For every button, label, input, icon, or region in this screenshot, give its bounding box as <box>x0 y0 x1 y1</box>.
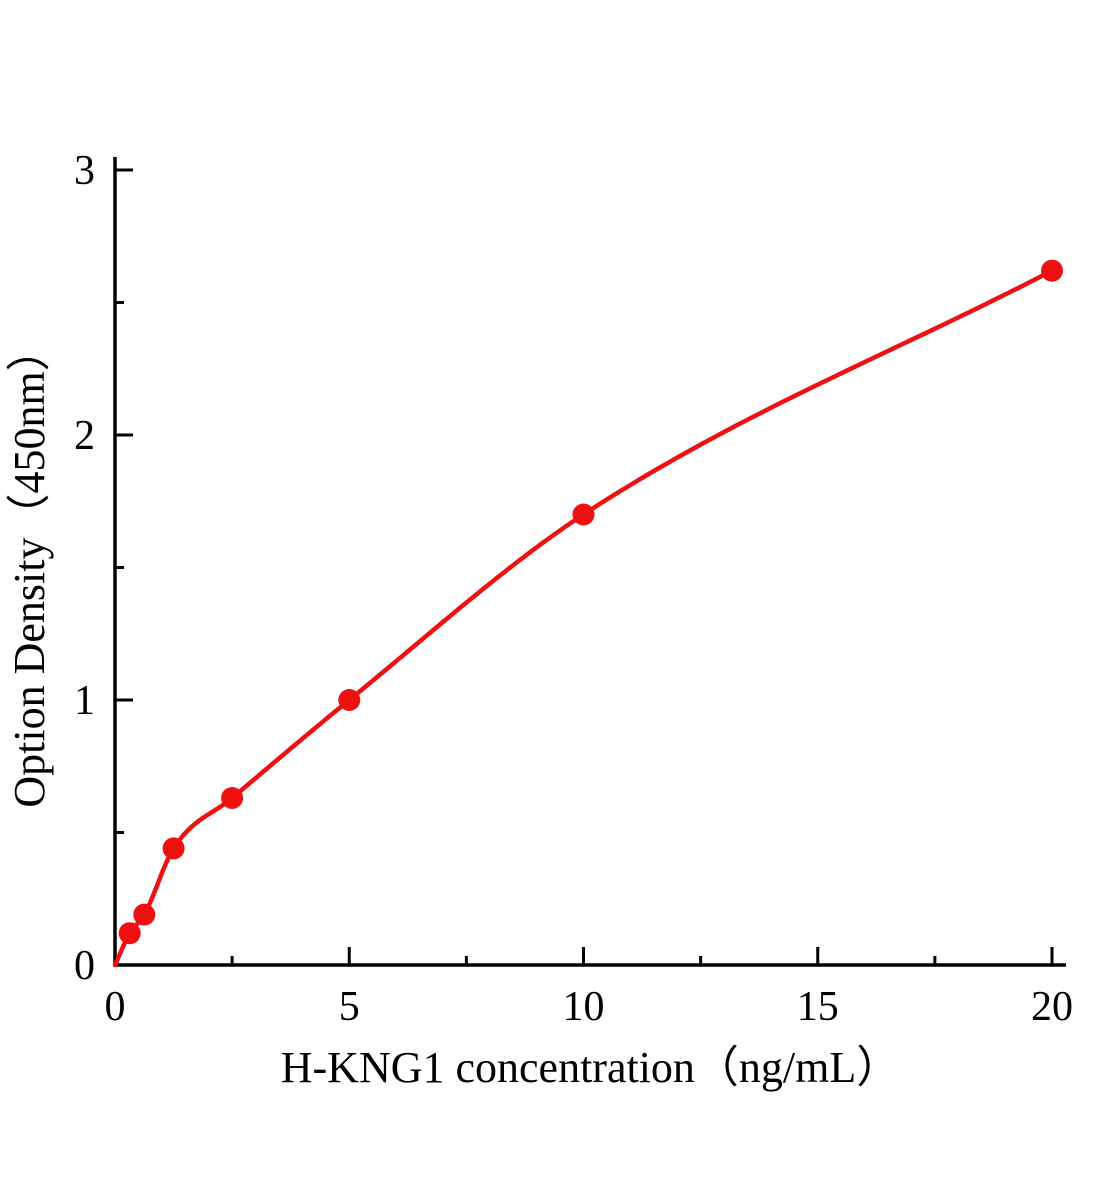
data-point-marker <box>572 503 595 526</box>
x-axis-tick-label: 10 <box>563 984 605 1030</box>
y-axis-label: Option Density（450nm） <box>5 327 54 807</box>
data-point-marker <box>1041 259 1063 282</box>
x-axis-tick-label: 0 <box>105 984 126 1030</box>
data-point-marker <box>118 922 141 945</box>
y-axis-tick-label: 1 <box>74 678 95 724</box>
y-axis-tick-label: 3 <box>74 148 95 194</box>
data-point-marker <box>133 903 156 926</box>
axis-lines <box>113 157 1066 967</box>
data-point-marker <box>162 837 185 860</box>
x-axis-label: H-KNG1 concentration（ng/mL） <box>281 1043 901 1092</box>
data-point-marker <box>338 689 361 711</box>
x-axis-tick-label: 5 <box>339 984 360 1030</box>
fitted-curve-line <box>112 268 1055 968</box>
x-axis-tick-label: 20 <box>1031 984 1073 1030</box>
data-point-marker <box>221 787 244 809</box>
y-axis-tick-label: 2 <box>74 413 95 459</box>
y-axis-tick-label: 0 <box>74 943 95 989</box>
x-axis-tick-label: 15 <box>797 984 839 1030</box>
